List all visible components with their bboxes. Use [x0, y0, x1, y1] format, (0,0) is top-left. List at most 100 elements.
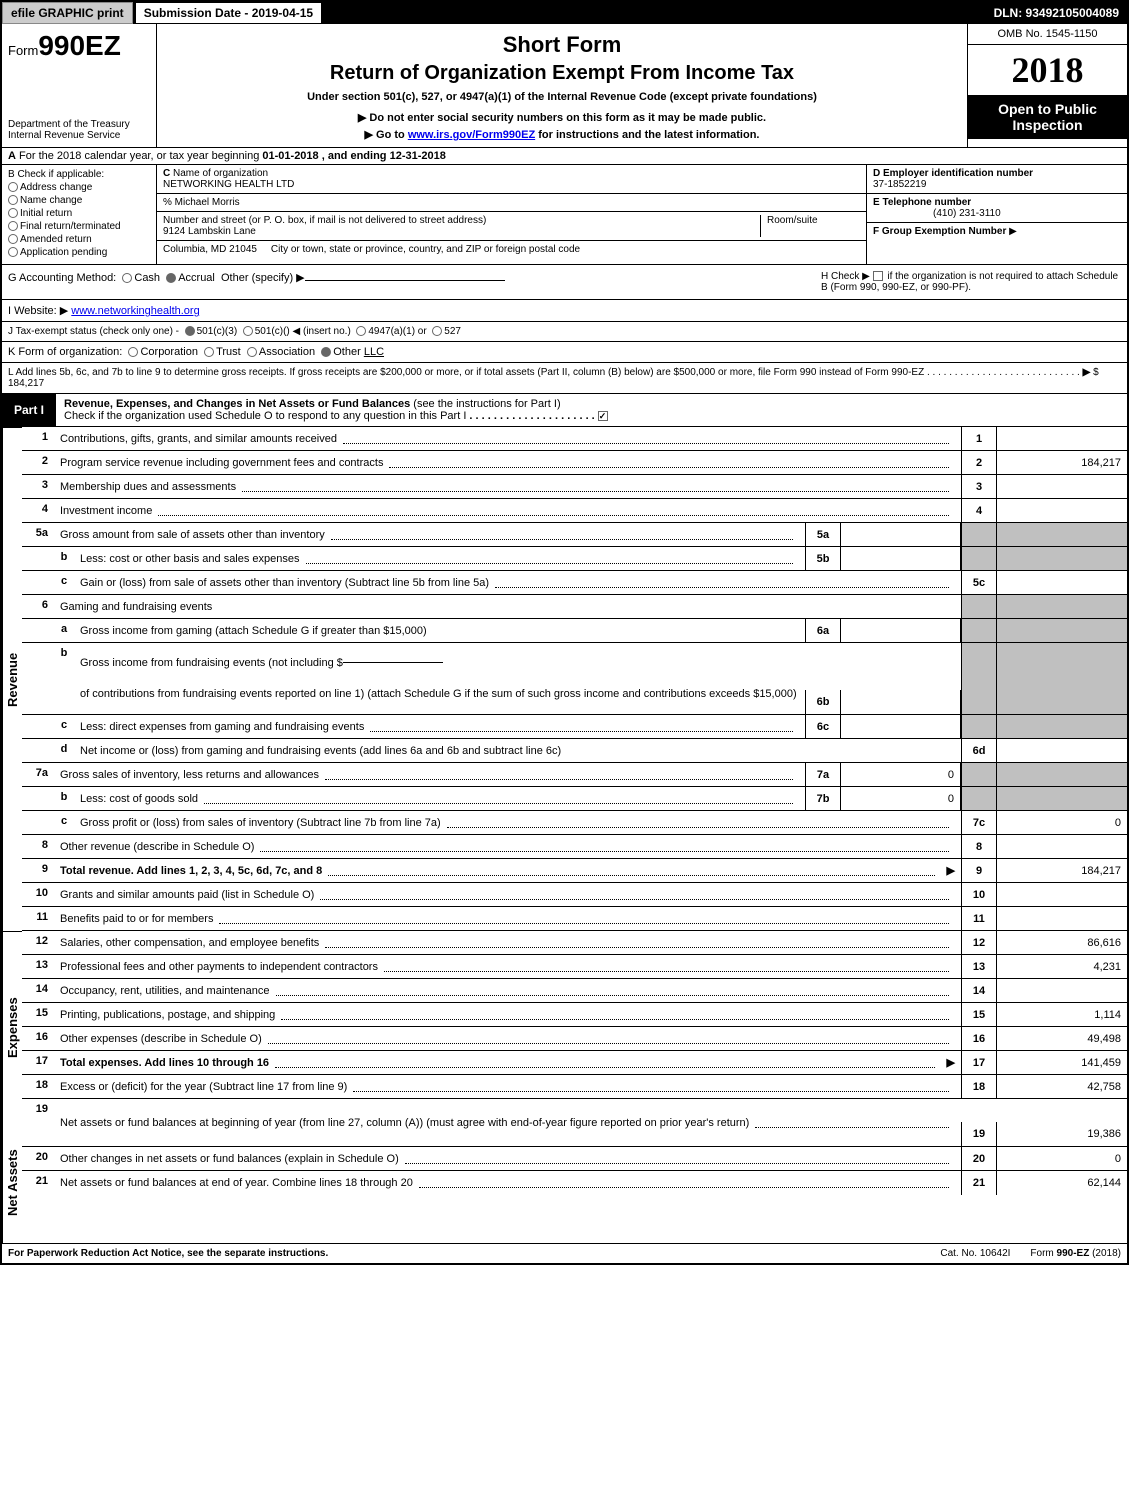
chk-initial-return[interactable]: Initial return	[8, 208, 150, 219]
line-6-rnum	[961, 595, 997, 618]
form-subtitle: Under section 501(c), 527, or 4947(a)(1)…	[167, 91, 957, 103]
line-1-desc: Contributions, gifts, grants, and simila…	[54, 427, 961, 450]
line-5a-rval	[997, 523, 1127, 546]
efile-print-button[interactable]: efile GRAPHIC print	[2, 2, 133, 24]
submission-date: Submission Date - 2019-04-15	[135, 2, 322, 24]
line-6b-mid: of contributions from fundraising events…	[80, 688, 797, 700]
line-7b-desc: Less: cost of goods sold	[74, 787, 805, 810]
line-15-num: 15	[22, 1003, 54, 1026]
line-7c: c Gross profit or (loss) from sales of i…	[22, 811, 1127, 835]
line-7b: b Less: cost of goods sold 7b 0	[22, 787, 1127, 811]
line-6b-blank	[22, 643, 54, 714]
line-17-num: 17	[22, 1051, 54, 1074]
dept-line1: Department of the Treasury	[8, 119, 150, 130]
line-6b-rnum	[961, 643, 997, 714]
k-opt2: Trust	[216, 346, 241, 358]
line-14: 14 Occupancy, rent, utilities, and maint…	[22, 979, 1127, 1003]
line-6d: d Net income or (loss) from gaming and f…	[22, 739, 1127, 763]
line-19-num: 19	[22, 1099, 54, 1146]
line-12-rval: 86,616	[997, 931, 1127, 954]
line-6c-rval	[997, 715, 1127, 738]
radio-527[interactable]	[432, 326, 442, 336]
line-5a-num: 5a	[22, 523, 54, 546]
line-6b-pre: Gross income from fundraising events (no…	[80, 657, 343, 669]
j-label: J Tax-exempt status	[8, 326, 97, 337]
line-18: 18 Excess or (deficit) for the year (Sub…	[22, 1075, 1127, 1099]
care-of-row: % Michael Morris	[157, 194, 866, 212]
j-opt2-mid: ) ◀ (insert no.)	[286, 326, 350, 337]
ein-row: D Employer identification number 37-1852…	[867, 165, 1127, 194]
lines-area: 1 Contributions, gifts, grants, and simi…	[22, 427, 1127, 1243]
chk-name-change[interactable]: Name change	[8, 195, 150, 206]
g-left: G Accounting Method: Cash Accrual Other …	[8, 271, 821, 293]
line-21-rnum: 21	[961, 1171, 997, 1195]
radio-501c3[interactable]	[185, 326, 195, 336]
radio-corp[interactable]	[128, 347, 138, 357]
line-16-rnum: 16	[961, 1027, 997, 1050]
line-13-rnum: 13	[961, 955, 997, 978]
line-16: 16 Other expenses (describe in Schedule …	[22, 1027, 1127, 1051]
line-17: 17 Total expenses. Add lines 10 through …	[22, 1051, 1127, 1075]
line-6b-blank-field	[343, 662, 443, 663]
line-15-desc: Printing, publications, postage, and shi…	[54, 1003, 961, 1026]
section-bcd: B Check if applicable: Address change Na…	[2, 165, 1127, 265]
line-6b-mnum: 6b	[805, 690, 841, 714]
line-a-prefix: A	[8, 150, 16, 162]
radio-assoc[interactable]	[247, 347, 257, 357]
website-link[interactable]: www.networkinghealth.org	[71, 305, 199, 317]
line-11-rval	[997, 907, 1127, 930]
line-5a-desc: Gross amount from sale of assets other t…	[54, 523, 805, 546]
line-10-desc: Grants and similar amounts paid (list in…	[54, 883, 961, 906]
j-opt2-pre: 501(c)(	[255, 326, 287, 337]
line-12: 12 Salaries, other compensation, and emp…	[22, 931, 1127, 955]
line-5b-sub: b	[54, 547, 74, 570]
line-6a-desc: Gross income from gaming (attach Schedul…	[74, 619, 805, 642]
line-10-num: 10	[22, 883, 54, 906]
line-19-desc: Net assets or fund balances at beginning…	[54, 1099, 961, 1146]
line-16-num: 16	[22, 1027, 54, 1050]
h-label: H	[821, 271, 828, 282]
phone: (410) 231-3110	[873, 208, 1001, 219]
radio-cash[interactable]	[122, 273, 132, 283]
line-6b-rval	[997, 643, 1127, 714]
side-expenses: Expenses	[2, 931, 22, 1123]
section-j: J Tax-exempt status (check only one) - 5…	[2, 322, 1127, 342]
radio-501c[interactable]	[243, 326, 253, 336]
irs-link[interactable]: www.irs.gov/Form990EZ	[408, 129, 535, 141]
line-8-rnum: 8	[961, 835, 997, 858]
line-12-rnum: 12	[961, 931, 997, 954]
chk-address-change[interactable]: Address change	[8, 182, 150, 193]
line-8-desc: Other revenue (describe in Schedule O)	[54, 835, 961, 858]
line-17-rval: 141,459	[997, 1051, 1127, 1074]
chk-final-return[interactable]: Final return/terminated	[8, 221, 150, 232]
section-i: I Website: ▶ www.networkinghealth.org	[2, 300, 1127, 322]
line-18-rval: 42,758	[997, 1075, 1127, 1098]
section-k: K Form of organization: Corporation Trus…	[2, 342, 1127, 363]
line-8-num: 8	[22, 835, 54, 858]
line-13-desc: Professional fees and other payments to …	[54, 955, 961, 978]
line-7a: 7a Gross sales of inventory, less return…	[22, 763, 1127, 787]
part1-header: Part I Revenue, Expenses, and Changes in…	[2, 394, 1127, 427]
radio-other-org[interactable]	[321, 347, 331, 357]
line-5b-desc: Less: cost or other basis and sales expe…	[74, 547, 805, 570]
chk-application-pending[interactable]: Application pending	[8, 247, 150, 258]
line-6: 6 Gaming and fundraising events	[22, 595, 1127, 619]
chk-amended-return[interactable]: Amended return	[8, 234, 150, 245]
checkbox-part1[interactable]	[598, 411, 608, 421]
f-arrow: ▶	[1009, 226, 1017, 237]
city-label: City or town, state or province, country…	[271, 244, 580, 255]
line-15-rnum: 15	[961, 1003, 997, 1026]
line-21-num: 21	[22, 1171, 54, 1195]
h-right: H Check ▶ if the organization is not req…	[821, 271, 1121, 293]
radio-4947[interactable]	[356, 326, 366, 336]
radio-trust[interactable]	[204, 347, 214, 357]
b-text: Check if applicable:	[17, 169, 104, 180]
k-opt1: Corporation	[140, 346, 197, 358]
checkbox-h[interactable]	[873, 271, 883, 281]
i-label: I Website: ▶	[8, 305, 68, 317]
radio-accrual[interactable]	[166, 273, 176, 283]
line-7c-rval: 0	[997, 811, 1127, 834]
line-4-rval	[997, 499, 1127, 522]
line-6b-desc: Gross income from fundraising events (no…	[74, 643, 805, 714]
form-container: efile GRAPHIC print Submission Date - 20…	[0, 0, 1129, 1265]
